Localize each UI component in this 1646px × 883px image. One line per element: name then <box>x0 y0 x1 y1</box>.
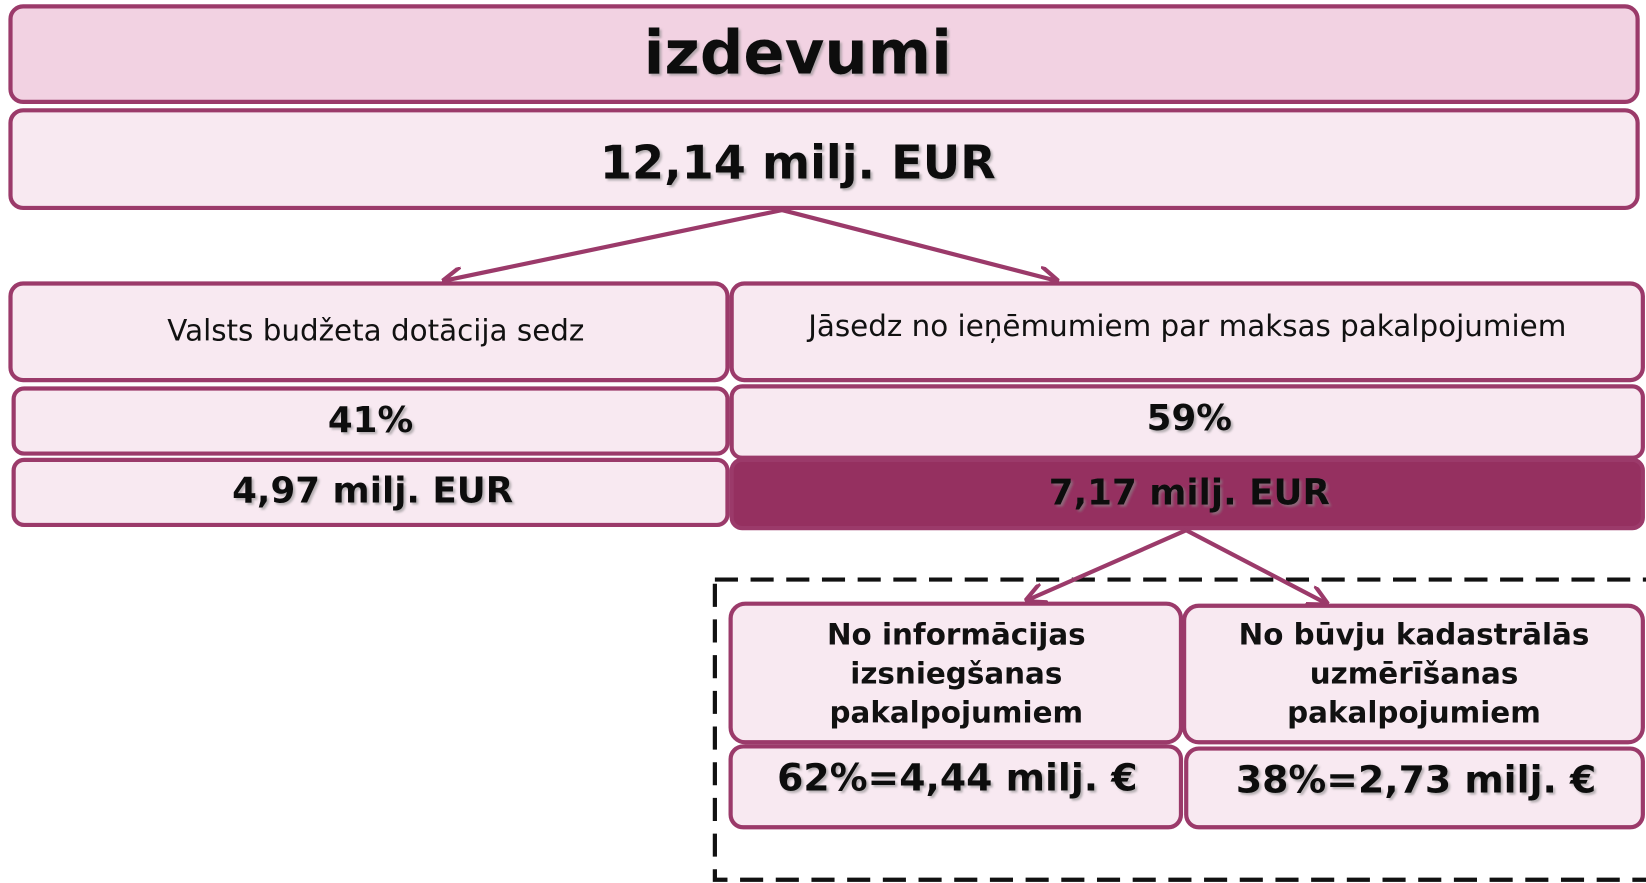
branch-label-box <box>729 281 1645 383</box>
sub-label: pakalpojumiem <box>1287 695 1541 729</box>
title-box <box>8 4 1640 105</box>
arrow <box>1029 528 1188 599</box>
sub-label: No informācijas <box>827 618 1086 652</box>
sub-label: pakalpojumiem <box>829 695 1083 729</box>
branch-label: Jāsedz no ieņēmumiem par maksas pakalpoj… <box>806 309 1566 343</box>
sub-label: No būvju kadastrālās <box>1239 618 1590 652</box>
sub-label: izsniegšanas <box>850 657 1062 691</box>
total-box <box>8 108 1640 211</box>
dashed-group <box>712 577 1646 882</box>
arrow <box>781 207 1055 280</box>
sub-amount: 62%=4,44 milj. € <box>777 756 1137 800</box>
arrow <box>1185 528 1325 602</box>
amount: 4,97 milj. EUR <box>232 470 513 511</box>
amount-box <box>729 457 1645 531</box>
branch-label: Valsts budžeta dotācija sedz <box>167 313 584 347</box>
share: 59% <box>1147 398 1232 439</box>
sub-label: uzmērīšanas <box>1310 657 1519 691</box>
sub-amount-box <box>1184 746 1645 830</box>
sub-label-box <box>1182 603 1645 745</box>
amount: 7,17 milj. EUR <box>1049 473 1330 514</box>
amount-box <box>11 457 730 528</box>
sub-label-box <box>728 601 1184 745</box>
total: 12,14 milj. EUR <box>600 135 996 189</box>
arrow <box>446 207 783 280</box>
title: izdevumi <box>644 17 952 88</box>
sub-amount: 38%=2,73 milj. € <box>1236 758 1596 802</box>
share-box <box>11 386 730 456</box>
sub-amount-box <box>728 744 1184 830</box>
share: 41% <box>328 400 413 441</box>
branch-label-box <box>8 281 730 383</box>
